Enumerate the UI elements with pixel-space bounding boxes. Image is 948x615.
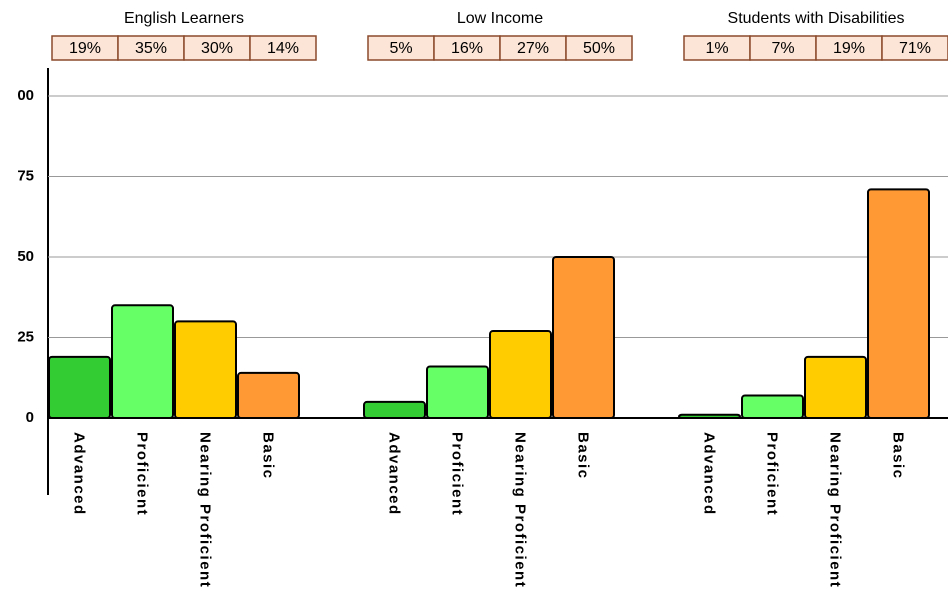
x-tick-label: Advanced [386, 432, 403, 516]
y-tick-label: 75 [17, 167, 34, 184]
bar [426, 365, 489, 420]
bar [741, 394, 804, 419]
value-label: 35% [135, 40, 167, 57]
value-label: 14% [267, 40, 299, 57]
group-title: Low Income [457, 10, 543, 27]
bar [489, 330, 552, 419]
x-tick-label: Basic [260, 432, 277, 480]
group-title: English Learners [124, 10, 244, 27]
x-tick-label: Nearing Proficient [197, 432, 214, 588]
group-title: Students with Disabilities [728, 10, 905, 27]
value-label: 5% [389, 40, 412, 57]
x-tick-label: Proficient [449, 432, 466, 516]
y-tick-label: 25 [17, 328, 34, 345]
x-tick-label: Basic [575, 432, 592, 480]
value-cell [881, 35, 948, 61]
y-tick-label: 50 [17, 248, 34, 265]
y-tick-label: 00 [17, 87, 34, 104]
value-label: 19% [833, 40, 865, 57]
bar [804, 355, 867, 420]
bar [363, 400, 426, 419]
bar [111, 304, 174, 419]
value-cell [749, 35, 817, 61]
value-label: 1% [705, 40, 728, 57]
y-tick-label: 0 [26, 409, 34, 426]
bar [237, 371, 300, 420]
value-cell [367, 35, 435, 61]
x-tick-label: Basic [890, 432, 907, 480]
bar [48, 355, 111, 420]
x-tick-label: Advanced [71, 432, 88, 516]
value-label: 16% [451, 40, 483, 57]
x-tick-label: Advanced [701, 432, 718, 516]
value-label: 71% [899, 40, 931, 57]
bar [552, 256, 615, 419]
x-tick-label: Nearing Proficient [512, 432, 529, 588]
bar [174, 320, 237, 419]
value-cell [51, 35, 119, 61]
value-cell [249, 35, 317, 61]
x-tick-label: Nearing Proficient [827, 432, 844, 588]
value-cell [565, 35, 633, 61]
value-cell [815, 35, 883, 61]
value-label: 30% [201, 40, 233, 57]
value-cell [683, 35, 751, 61]
bar [678, 413, 741, 419]
x-tick-label: Proficient [134, 432, 151, 516]
value-label: 27% [517, 40, 549, 57]
x-tick-label: Proficient [764, 432, 781, 516]
bar [867, 188, 930, 419]
value-cell [433, 35, 501, 61]
value-label: 7% [771, 40, 794, 57]
value-label: 19% [69, 40, 101, 57]
value-label: 50% [583, 40, 615, 57]
